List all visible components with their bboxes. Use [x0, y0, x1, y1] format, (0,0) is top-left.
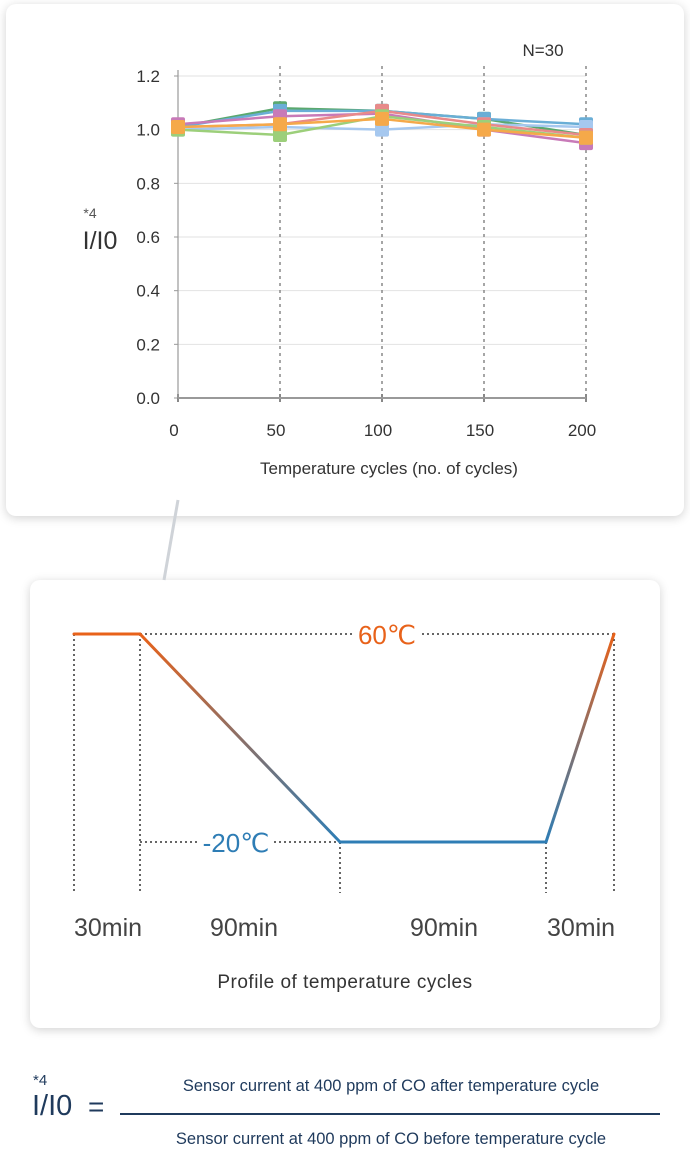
y-axis-superscript: *4	[83, 205, 96, 221]
y-tick-label: 0.8	[136, 174, 160, 193]
data-point	[477, 122, 491, 137]
data-point	[273, 117, 287, 132]
x-tick-label: 100	[364, 421, 392, 440]
formula-denominator: Sensor current at 400 ppm of CO before t…	[175, 1130, 607, 1148]
chart-axes: 0.0 0.2 0.4 0.6 0.8 1.0 1.2 0 50 100 150 200	[136, 67, 596, 440]
x-tick-label: 50	[267, 421, 286, 440]
profile-ramp-down	[138, 632, 342, 844]
profile-title: Profile of temperature cycles	[217, 972, 472, 993]
segment-label-3: 90min	[410, 914, 478, 942]
profile-line	[72, 632, 616, 844]
y-tick-label: 0.2	[136, 335, 160, 354]
formula-numerator: Sensor current at 400 ppm of CO after te…	[182, 1077, 600, 1095]
data-point	[579, 130, 593, 145]
data-point	[171, 119, 185, 134]
segment-label-1: 30min	[74, 914, 142, 942]
y-tick-label: 0.4	[136, 282, 160, 301]
x-tick-label: 0	[169, 421, 178, 440]
formula-superscript: *4	[33, 1072, 48, 1089]
x-tick-label: 150	[466, 421, 494, 440]
y-tick-label: 1.2	[136, 67, 160, 86]
temperature-profile-chart: 60℃ -20℃ 30min 90min 90min 30min Profile…	[72, 620, 616, 993]
high-temp-label: 60℃	[358, 620, 416, 650]
card-connector	[162, 499, 180, 581]
profile-guides	[73, 633, 615, 893]
formula-equals: =	[88, 1091, 105, 1122]
stability-chart-card	[6, 4, 684, 516]
y-tick-label: 0.0	[136, 389, 160, 408]
formula-fraction-bar	[120, 1113, 660, 1115]
segment-label-4: 30min	[547, 914, 615, 942]
formula-lhs: I/I0	[32, 1090, 73, 1122]
data-point	[375, 122, 389, 137]
data-point	[273, 128, 287, 143]
sample-count-annotation: N=30	[522, 41, 563, 60]
profile-chart-card	[30, 580, 660, 1028]
stability-line-chart: 0.0 0.2 0.4 0.6 0.8 1.0 1.2 0 50 100 150 200 N=30 *…	[83, 41, 597, 478]
profile-ramp-up	[544, 632, 616, 844]
y-tick-label: 0.6	[136, 228, 160, 247]
data-point	[375, 111, 389, 126]
chart-series	[171, 101, 593, 151]
y-axis-label: I/I0	[83, 227, 118, 255]
y-tick-label: 1.0	[136, 121, 160, 140]
segment-label-2: 90min	[210, 914, 278, 942]
x-tick-label: 200	[568, 421, 596, 440]
low-temp-label: -20℃	[203, 828, 270, 858]
x-axis-label: Temperature cycles (no. of cycles)	[260, 459, 518, 478]
